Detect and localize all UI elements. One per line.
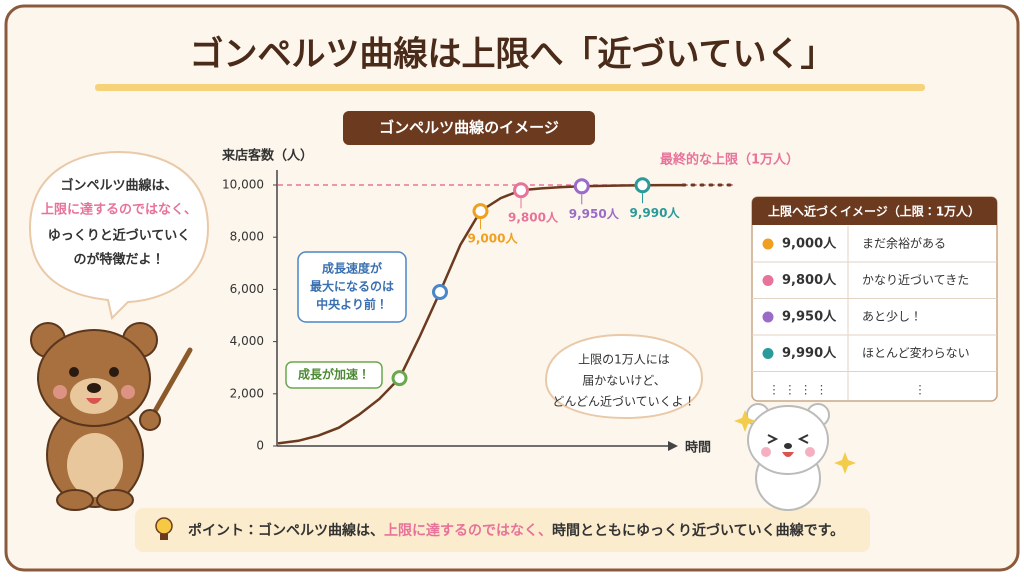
speech-line: ゴンペルツ曲線は、 bbox=[60, 178, 177, 194]
page-title: ゴンペルツ曲線は上限へ「近づいていく」 bbox=[190, 35, 835, 75]
table-cell: かなり近づいてきた bbox=[862, 273, 969, 287]
chart-title-box bbox=[343, 111, 595, 145]
tip-text: ポイント：ゴンペルツ曲線は、上限に達するのではなく、時間とともにゆっくり近づいて… bbox=[188, 522, 844, 539]
highlight-point bbox=[391, 370, 408, 387]
speech-line: 上限の1万人には bbox=[578, 353, 670, 367]
table-body: 9,000人 まだ余裕がある 9,800人 かなり近づいてきた 9,950人 あと少し！ 9… bbox=[752, 236, 997, 397]
speech-line: のが特徴だよ！ bbox=[73, 252, 164, 268]
x-axis-title: 時間 bbox=[685, 440, 711, 456]
tip-part: 上限に達するのではなく、 bbox=[384, 522, 552, 539]
callout-text: 成長速度が bbox=[322, 261, 382, 276]
highlight-point bbox=[472, 203, 489, 220]
title-underline bbox=[95, 84, 925, 91]
tip-part: 時間とともにゆっくり近づいていく曲線です。 bbox=[552, 522, 844, 539]
highlight-point bbox=[513, 182, 529, 199]
speech-line: 上限に達するのではなく、 bbox=[41, 202, 197, 218]
row-dot bbox=[762, 238, 774, 250]
callout-text: 成長が加速！ bbox=[298, 367, 370, 382]
y-tick-label: 0 bbox=[256, 439, 264, 453]
row-dot bbox=[762, 275, 774, 286]
value-label: 9,990人 bbox=[630, 206, 681, 220]
table-cell: 9,990人 bbox=[782, 346, 837, 361]
table-title: 上限へ近づくイメージ（上限：1万人） bbox=[768, 204, 980, 219]
y-tick-label: 8,000 bbox=[230, 230, 264, 244]
callout-box bbox=[297, 251, 407, 323]
tip-part: ポイント：ゴンペルツ曲線は、 bbox=[188, 522, 384, 539]
callout-text: 最大になるのは bbox=[310, 279, 394, 294]
speech-line: 届かないけど、 bbox=[582, 374, 665, 388]
table-header bbox=[752, 197, 997, 225]
bear-illustration bbox=[30, 322, 193, 511]
table-cell: ⋮ ⋮ ⋮ ⋮ bbox=[768, 383, 827, 397]
table-cell: 9,800人 bbox=[782, 273, 837, 288]
table-cell: ほとんど変わらない bbox=[862, 345, 970, 360]
y-tick-label: 6,000 bbox=[230, 282, 264, 296]
y-axis-title: 来店客数（人） bbox=[221, 148, 313, 164]
tip-bar bbox=[135, 508, 870, 552]
y-tick-label: 4,000 bbox=[230, 334, 264, 348]
table-cell: まだ余裕がある bbox=[862, 236, 946, 251]
value-label: 9,000人 bbox=[468, 232, 519, 246]
limit-label: 最終的な上限（1万人） bbox=[660, 152, 799, 168]
highlight-point bbox=[573, 178, 590, 195]
callout-text: 中央より前！ bbox=[316, 297, 388, 312]
row-dot bbox=[762, 311, 774, 323]
speech-bubble bbox=[28, 150, 210, 320]
x-axis-arrow bbox=[668, 441, 678, 451]
speech-bubble bbox=[544, 333, 704, 420]
highlight-point bbox=[432, 284, 448, 301]
bulb-icon bbox=[155, 517, 173, 540]
y-tick-label: 2,000 bbox=[230, 386, 264, 400]
speech-line: ゆっくりと近づいていく bbox=[48, 228, 191, 244]
value-label: 9,950人 bbox=[569, 207, 620, 221]
table-cell: 9,000人 bbox=[782, 237, 837, 252]
chart-title: ゴンペルツ曲線のイメージ bbox=[379, 119, 559, 137]
speech-line: どんどん近づいていくよ！ bbox=[552, 395, 695, 409]
y-tick-label: 10,000 bbox=[222, 178, 264, 192]
highlight-point bbox=[634, 177, 651, 194]
table-cell: あと少し！ bbox=[862, 310, 922, 324]
callout-box bbox=[285, 361, 383, 389]
bear-illustration bbox=[734, 403, 856, 511]
table-cell: 9,950人 bbox=[782, 310, 837, 325]
table-cell: ⋮ bbox=[914, 383, 926, 397]
value-label: 9,800人 bbox=[508, 211, 559, 225]
row-dot bbox=[762, 348, 774, 359]
